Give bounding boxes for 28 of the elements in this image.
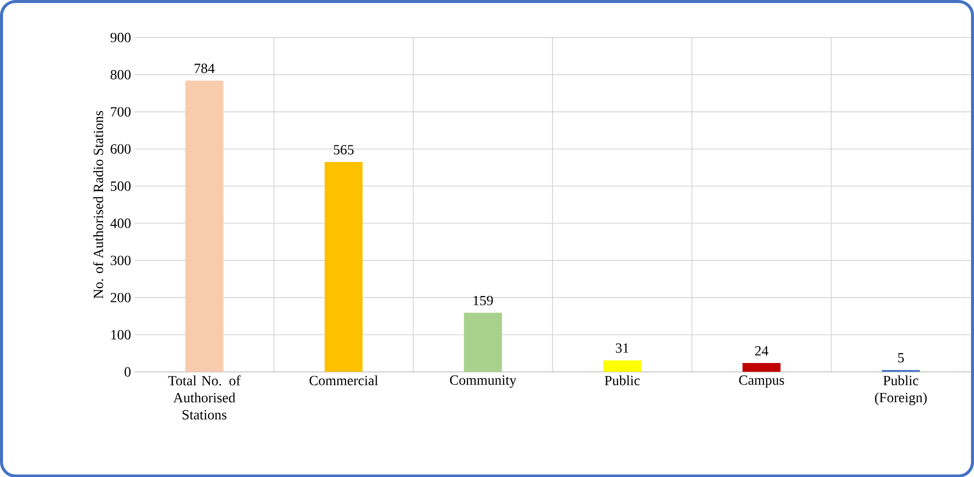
- x-tick-label: Commercial: [310, 375, 378, 386]
- x-tick-label: Community: [450, 375, 516, 388]
- bar: [742, 362, 781, 372]
- y-tick-label: 600: [110, 144, 131, 154]
- bar: [464, 312, 502, 372]
- x-tick-label: Public: [604, 375, 640, 386]
- y-axis-title: No. of Authorised Radio Stations: [93, 110, 104, 298]
- y-tick-label: 900: [110, 32, 131, 42]
- data-label: 784: [194, 63, 215, 73]
- x-tick-label: Public (Foreign): [874, 375, 927, 405]
- data-label: 24: [755, 346, 768, 356]
- bar: [185, 80, 224, 372]
- data-label: 5: [898, 352, 904, 362]
- y-tick-label: 100: [111, 330, 131, 340]
- y-tick-label: 700: [111, 106, 131, 116]
- bar: [603, 360, 642, 372]
- y-tick-label: 200: [110, 292, 131, 302]
- bar: [324, 162, 363, 372]
- data-label: 31: [616, 343, 628, 353]
- y-tick-label: 400: [110, 218, 131, 228]
- y-tick-label: 0: [124, 366, 131, 376]
- y-tick-label: 500: [110, 181, 131, 191]
- x-tick-label: Total No. of Authorised Stations: [168, 375, 241, 420]
- y-tick-label: 300: [110, 255, 131, 265]
- y-tick-label: 800: [110, 70, 131, 80]
- data-label: 159: [474, 296, 493, 306]
- x-tick-label: Campus: [739, 375, 784, 388]
- data-label: 565: [334, 144, 354, 154]
